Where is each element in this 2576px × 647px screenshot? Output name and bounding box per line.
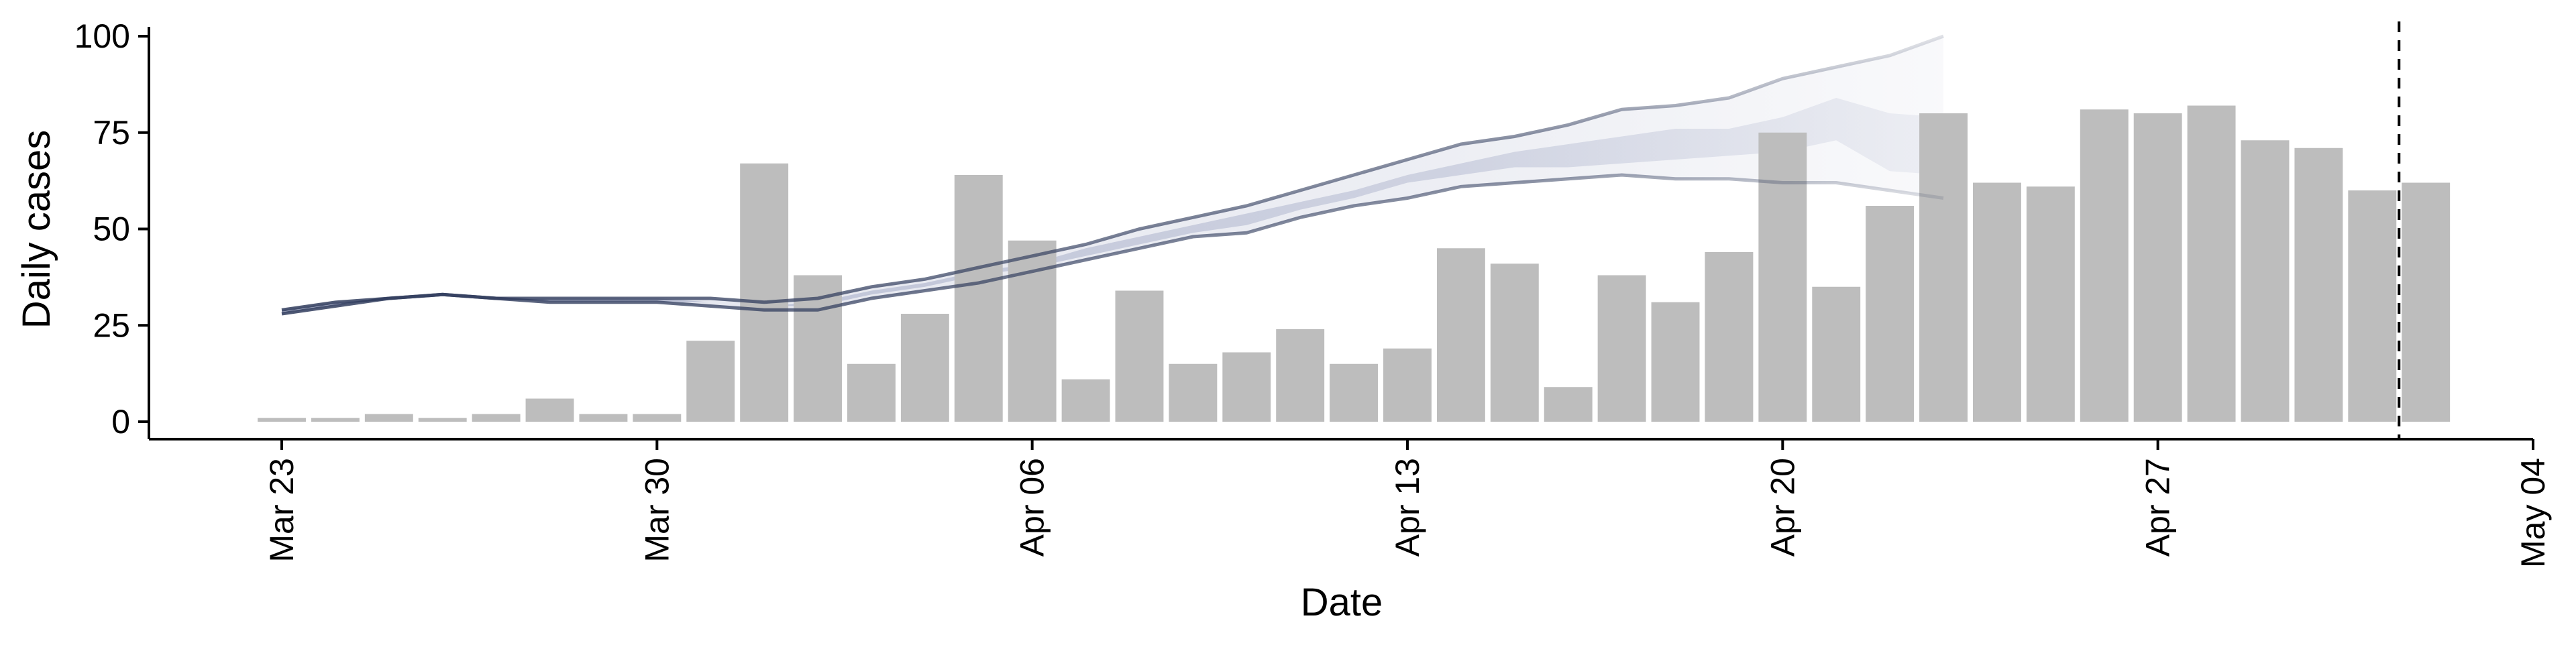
- bar: [847, 363, 896, 422]
- y-tick-label: 50: [93, 211, 130, 248]
- x-axis-title: Date: [1301, 581, 1383, 624]
- bar: [579, 414, 628, 422]
- y-axis-title: Daily cases: [15, 130, 58, 329]
- bar: [2348, 190, 2397, 422]
- bar: [1169, 363, 1218, 422]
- x-tick-label: May 04: [2514, 458, 2552, 568]
- bar: [1866, 206, 1915, 422]
- bar: [1919, 113, 1968, 422]
- bar: [686, 341, 735, 422]
- bar: [1597, 275, 1646, 422]
- estimate-outer-band: [282, 36, 1943, 314]
- bar: [1651, 302, 1700, 422]
- bar: [2294, 148, 2343, 422]
- bar: [2133, 113, 2182, 422]
- axes: [148, 27, 2533, 440]
- y-tick-label: 25: [93, 306, 130, 344]
- bar: [418, 418, 467, 422]
- bar: [258, 418, 306, 422]
- bar: [1330, 363, 1379, 422]
- x-tick-label: Apr 27: [2139, 458, 2177, 556]
- bar: [1544, 387, 1593, 422]
- x-tick-label: Apr 20: [1764, 458, 1801, 556]
- bar: [472, 414, 521, 422]
- y-tick-label: 0: [111, 403, 130, 440]
- x-ticks: Mar 23 Mar 30 Apr 06 Apr 13 Apr 20 Apr 27 May …: [263, 439, 2552, 568]
- bar: [954, 175, 1003, 422]
- x-tick-label: Apr 13: [1389, 458, 1426, 556]
- bar: [1276, 329, 1325, 422]
- estimate-lower-line: [281, 173, 1944, 316]
- bar: [900, 314, 949, 422]
- y-tick-label: 75: [93, 114, 130, 152]
- bar: [1758, 132, 1807, 422]
- x-tick-label: Mar 23: [263, 458, 301, 563]
- bar: [2187, 105, 2236, 422]
- bar: [2026, 186, 2075, 422]
- bar: [1222, 352, 1271, 422]
- bar-series: [258, 105, 2451, 422]
- bar: [1383, 348, 1432, 422]
- x-tick-label: Apr 06: [1014, 458, 1051, 556]
- bar: [364, 414, 413, 422]
- estimate-ribbon: [282, 36, 1943, 314]
- estimate-lines: [281, 34, 1944, 316]
- y-ticks: 0 25 50 75 100: [74, 17, 149, 440]
- bar: [1115, 290, 1164, 422]
- bar: [633, 414, 682, 422]
- x-tick-label: Mar 30: [638, 458, 676, 563]
- bar: [1061, 379, 1110, 422]
- estimate-inner-band: [282, 98, 1943, 314]
- bar: [1812, 286, 1861, 422]
- bar: [2241, 140, 2290, 422]
- bar: [1972, 182, 2021, 422]
- bar: [525, 398, 574, 422]
- bar: [311, 418, 360, 422]
- bar: [2080, 109, 2129, 422]
- y-tick-label: 100: [74, 17, 130, 55]
- bar: [1705, 252, 1754, 422]
- bar: [740, 163, 789, 422]
- estimate-upper-line: [281, 34, 1944, 312]
- bar: [1490, 263, 1539, 422]
- bar: [2402, 182, 2451, 422]
- bar: [1436, 248, 1485, 422]
